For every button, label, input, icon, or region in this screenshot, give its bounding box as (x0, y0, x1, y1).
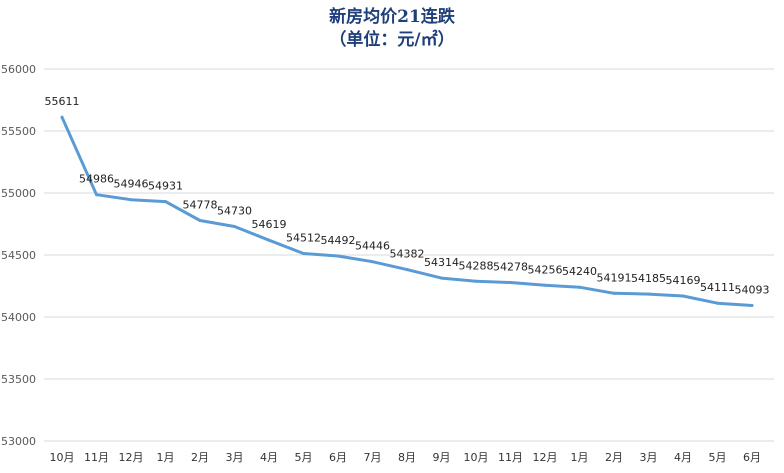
data-point (578, 285, 581, 289)
x-tick-label: 7月 (364, 451, 382, 464)
x-tick-label: 10月 (50, 451, 75, 464)
y-tick-label: 56000 (1, 63, 36, 76)
data-point (440, 276, 443, 280)
x-tick-label: 1月 (571, 451, 589, 464)
y-tick-label: 54500 (1, 249, 36, 262)
y-tick-label: 55000 (1, 187, 36, 200)
x-tick-label: 5月 (295, 451, 313, 464)
data-label: 54093 (735, 283, 770, 296)
data-label: 54931 (148, 180, 183, 193)
data-label: 54619 (252, 218, 287, 231)
data-label: 54946 (114, 178, 149, 191)
y-axis-ticks: 53000 53500 54000 54500 55000 55500 56000 (1, 63, 36, 448)
data-label: 54778 (183, 199, 218, 212)
x-tick-label: 2月 (605, 451, 623, 464)
data-point (164, 200, 167, 204)
x-tick-label: 6月 (743, 451, 761, 464)
x-tick-label: 3月 (640, 451, 658, 464)
data-label: 54492 (321, 234, 356, 247)
data-label: 54382 (390, 248, 425, 261)
x-tick-label: 11月 (498, 451, 523, 464)
data-point (302, 252, 305, 256)
data-label: 54191 (597, 271, 632, 284)
chart-title: 新房均价21连跌 (329, 7, 455, 27)
data-label: 54185 (631, 272, 666, 285)
x-tick-label: 2月 (191, 451, 209, 464)
data-label: 54446 (355, 240, 390, 253)
data-point (198, 219, 202, 223)
data-label: 54288 (459, 259, 494, 272)
x-tick-label: 1月 (157, 451, 175, 464)
y-tick-label: 53000 (1, 435, 36, 448)
data-label: 54278 (493, 261, 528, 274)
data-label: 54256 (528, 263, 563, 276)
x-tick-label: 6月 (329, 451, 347, 464)
x-tick-label: 4月 (674, 451, 692, 464)
x-tick-label: 10月 (464, 451, 489, 464)
x-tick-label: 4月 (260, 451, 278, 464)
data-label: 54512 (286, 232, 321, 245)
y-tick-label: 53500 (1, 373, 36, 386)
data-point (509, 281, 512, 285)
data-label: 54986 (79, 173, 114, 186)
y-tick-label: 55500 (1, 125, 36, 138)
gridlines (44, 68, 774, 442)
data-point (716, 301, 719, 305)
data-label: 54730 (217, 204, 252, 217)
data-label: 54169 (666, 274, 701, 287)
data-label: 55611 (45, 95, 80, 108)
data-point (405, 268, 409, 272)
y-tick-label: 54000 (1, 311, 36, 324)
data-point (647, 292, 650, 296)
chart-subtitle: （单位：元/㎡） (329, 30, 455, 50)
data-label: 54314 (424, 256, 459, 269)
x-tick-label: 5月 (709, 451, 727, 464)
data-point (543, 283, 547, 287)
data-point (681, 294, 685, 298)
x-tick-label: 9月 (433, 451, 451, 464)
data-point (750, 303, 754, 307)
data-point (336, 254, 340, 258)
data-point (474, 279, 478, 283)
series-line-layer (60, 115, 754, 307)
data-label: 54111 (700, 281, 735, 294)
x-axis-ticks: 10月 11月 12月 1月 2月 3月 4月 5月 6月 7月 8月 9月 10月 11月 12月 1月 2月… (50, 451, 762, 464)
data-point (371, 260, 374, 264)
x-tick-label: 8月 (398, 451, 416, 464)
data-point (60, 115, 64, 119)
x-tick-label: 12月 (119, 451, 144, 464)
data-label: 54240 (562, 265, 597, 278)
data-point (267, 238, 271, 242)
x-tick-label: 12月 (533, 451, 558, 464)
x-tick-label: 3月 (226, 451, 244, 464)
data-point (612, 291, 616, 295)
data-point (233, 224, 236, 228)
data-point (129, 198, 133, 202)
data-point (95, 193, 98, 197)
x-tick-label: 11月 (84, 451, 109, 464)
